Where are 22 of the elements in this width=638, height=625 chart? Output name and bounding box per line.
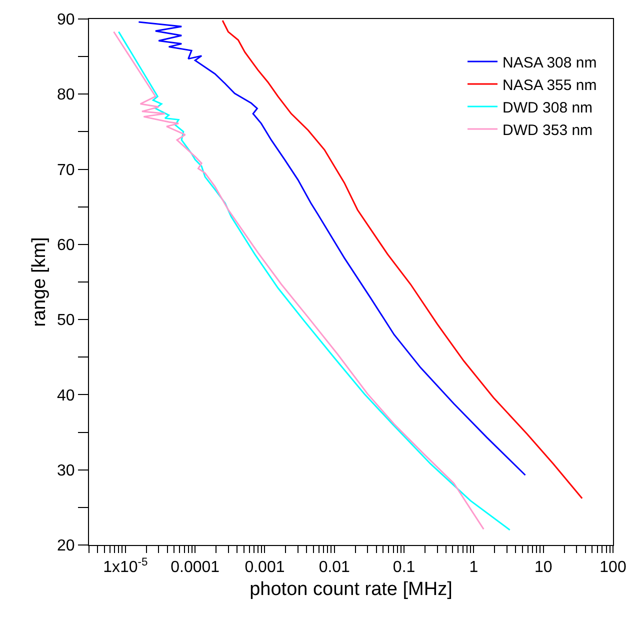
y-tick-label: 60 bbox=[57, 237, 75, 254]
x-tick-label: 10 bbox=[534, 559, 552, 576]
y-tick-label: 70 bbox=[57, 162, 75, 179]
x-tick-label: 100 bbox=[600, 559, 626, 576]
y-tick-label: 40 bbox=[57, 387, 75, 404]
x-tick-label: 0.1 bbox=[392, 559, 416, 576]
legend-label: DWD 308 nm bbox=[502, 99, 593, 116]
legend-label: DWD 353 nm bbox=[502, 122, 593, 139]
y-tick-label: 90 bbox=[57, 12, 75, 29]
y-axis-title: range [km] bbox=[28, 237, 50, 327]
x-tick-label: 0.0001 bbox=[170, 559, 220, 576]
legend-label: NASA 355 nm bbox=[502, 76, 597, 94]
y-tick-label: 20 bbox=[57, 538, 75, 555]
x-tick-label: 0.001 bbox=[244, 559, 285, 576]
x-tick-label: 0.01 bbox=[318, 559, 350, 576]
legend-label: NASA 308 nm bbox=[502, 54, 597, 72]
y-tick-label: 50 bbox=[57, 312, 75, 330]
x-tick-label: 1 bbox=[469, 559, 478, 576]
y-tick-label: 30 bbox=[57, 462, 75, 480]
x-tick-label: 1x10$^{-5}$ bbox=[103, 556, 148, 576]
y-tick-label: 80 bbox=[57, 86, 75, 104]
x-axis-title: photon count rate [MHz] bbox=[250, 579, 452, 600]
